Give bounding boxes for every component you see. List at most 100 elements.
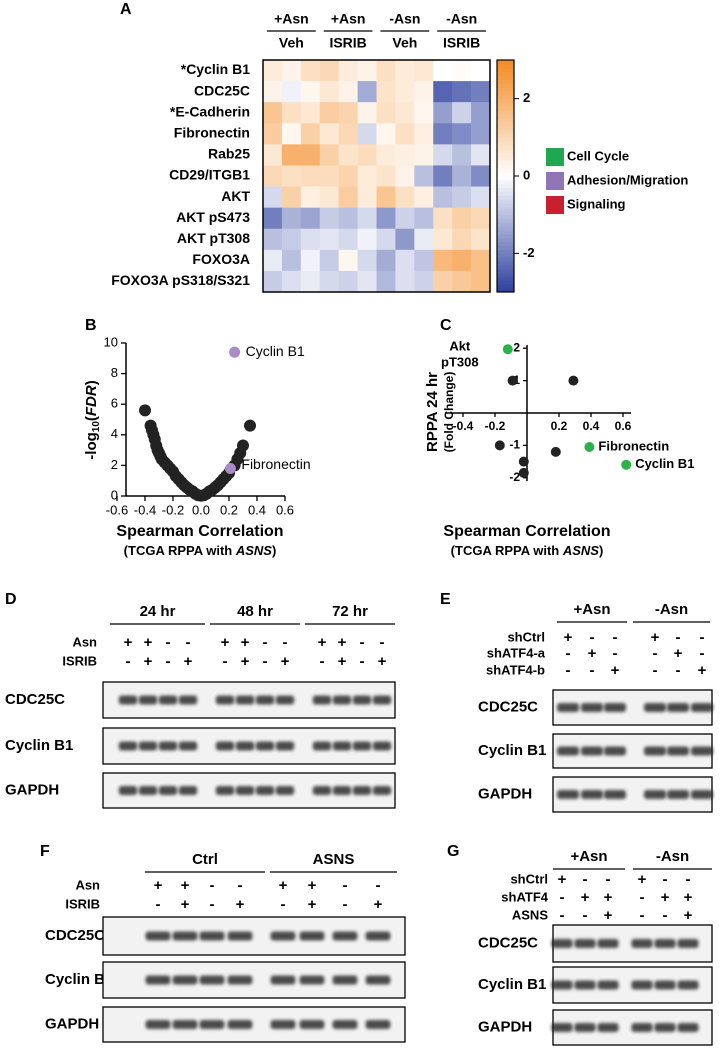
condition-sign: + — [588, 645, 597, 662]
heatmap-cell — [263, 102, 283, 124]
heatmap-cell — [281, 81, 302, 103]
heatmap-cell — [300, 249, 321, 272]
colorbar-step — [497, 152, 514, 158]
point — [518, 456, 529, 467]
condition-sign: + — [318, 634, 327, 651]
blot-band — [299, 931, 325, 941]
colorbar-step — [497, 102, 514, 107]
heatmap-cell — [395, 270, 415, 293]
point — [244, 419, 256, 432]
blot-band — [145, 931, 171, 941]
lane-group-header: -Asn — [656, 848, 689, 865]
column-group-top: -Asn — [446, 11, 477, 27]
condition-sign: + — [604, 889, 613, 906]
heatmap-cell — [300, 81, 321, 103]
blot-band — [631, 939, 653, 948]
condition-sign: + — [684, 889, 693, 906]
blot-band — [270, 975, 296, 985]
heatmap-cell — [471, 123, 491, 145]
blot-band — [332, 975, 358, 985]
blot-band — [352, 695, 372, 705]
row-label: AKT — [221, 188, 250, 204]
x-tick-label: 0.4 — [248, 502, 266, 517]
blot-band — [235, 695, 255, 705]
lane-group-header: +Asn — [570, 848, 607, 865]
point-label: pT308 — [441, 355, 479, 370]
row-label: *Cyclin B1 — [181, 61, 250, 77]
heatmap-cell — [395, 186, 415, 208]
colorbar-step — [497, 264, 514, 270]
heatmap-cell — [319, 249, 339, 272]
colorbar-step — [497, 226, 514, 231]
x-axis-subtitle-part: (TCGA RPPA with — [124, 543, 236, 558]
x-axis-title: Spearman Correlation — [443, 523, 610, 540]
blot-band — [654, 980, 676, 990]
x-axis-subtitle-part: ) — [599, 543, 603, 558]
heatmap-cell — [452, 144, 472, 166]
colorbar-step — [497, 172, 514, 177]
condition-sign: - — [360, 634, 365, 651]
heatmap-cell — [281, 249, 302, 272]
condition-sign: + — [241, 634, 250, 651]
blot-band — [332, 695, 352, 705]
condition-sign: - — [613, 629, 618, 646]
condition-label: shCtrl — [507, 629, 545, 644]
condition-sign: - — [343, 877, 348, 894]
x-tick-label: -0.4 — [453, 419, 474, 433]
condition-sign: - — [663, 907, 668, 924]
heatmap-cell — [471, 270, 491, 293]
heatmap-cell — [338, 60, 358, 82]
x-tick-label: -0.4 — [134, 502, 156, 517]
x-tick-label: -0.2 — [485, 419, 506, 433]
condition-sign: - — [360, 653, 365, 670]
heatmap-cell — [338, 144, 358, 166]
colorbar-step — [497, 257, 514, 262]
colorbar-step — [497, 137, 514, 142]
heatmap-cell — [414, 123, 434, 145]
heatmap-cell — [281, 144, 302, 166]
condition-sign: - — [343, 896, 348, 913]
blot-band — [556, 790, 580, 799]
colorbar-step — [497, 106, 514, 111]
x-axis-subtitle-part: ) — [272, 543, 276, 558]
point — [518, 467, 529, 478]
y-axis-title-part: ( — [83, 416, 100, 421]
panel-letter: A — [120, 1, 132, 18]
y-axis-subtitle: (Fold Change) — [442, 372, 456, 453]
blot-band — [643, 746, 667, 756]
blot-label: CDC25C — [45, 927, 105, 944]
x-axis-title: Spearman Correlation — [116, 523, 283, 540]
heatmap-cell — [357, 270, 377, 293]
heatmap-cell — [357, 249, 377, 272]
blot-band — [666, 703, 690, 712]
condition-label: Asn — [75, 877, 100, 892]
blot-band — [597, 939, 619, 948]
heatmap-cell — [338, 228, 358, 251]
blot-band — [603, 790, 627, 799]
heatmap-cell — [263, 165, 283, 187]
heatmap-cell — [281, 102, 302, 124]
blot-band — [551, 939, 573, 948]
heatmap-cell — [338, 207, 358, 230]
column-group-top: +Asn — [331, 11, 366, 27]
legend-label: Cell Cycle — [567, 148, 629, 163]
blot-label: CDC25C — [5, 691, 65, 708]
blot-band — [270, 931, 296, 941]
heatmap-cell — [452, 165, 472, 187]
heatmap-cell — [338, 81, 358, 103]
condition-sign: - — [186, 634, 191, 651]
blot-band — [312, 786, 332, 795]
heatmap-cell — [300, 228, 321, 251]
row-label: AKT pT308 — [177, 230, 250, 246]
heatmap-cell — [452, 102, 472, 124]
condition-sign: + — [338, 653, 347, 670]
blot-band — [172, 1020, 198, 1029]
y-tick-label: 4 — [111, 426, 118, 441]
condition-label: shATF4 — [501, 889, 548, 904]
blot-band — [118, 786, 138, 795]
x-axis-subtitle: (TCGA RPPA with ASNS) — [124, 543, 277, 558]
condition-sign: - — [283, 634, 288, 651]
blot-label: GAPDH — [478, 1018, 532, 1035]
heatmap-cell — [263, 186, 283, 208]
